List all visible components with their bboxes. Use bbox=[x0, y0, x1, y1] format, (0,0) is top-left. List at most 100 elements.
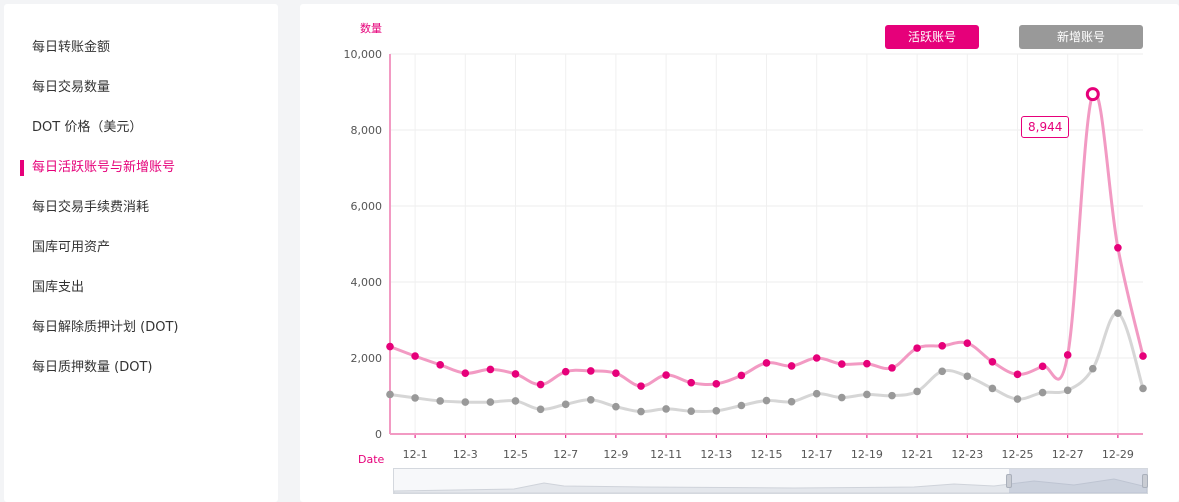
sidebar-item-label: DOT 价格（美元） bbox=[32, 120, 143, 135]
sidebar-item[interactable]: 国库可用资产 bbox=[4, 228, 278, 268]
x-tick-label: 12-1 bbox=[403, 448, 428, 461]
x-tick-label: 12-3 bbox=[453, 448, 478, 461]
data-point bbox=[913, 387, 921, 396]
data-point bbox=[561, 367, 570, 376]
data-point bbox=[1114, 309, 1122, 317]
sidebar-item-label: 每日质押数量 (DOT) bbox=[32, 360, 153, 375]
data-point bbox=[436, 397, 444, 405]
data-point bbox=[812, 354, 821, 362]
data-point bbox=[863, 359, 871, 368]
x-tick-label: 12-21 bbox=[901, 448, 933, 461]
y-tick-label: 0 bbox=[375, 428, 382, 441]
data-point bbox=[712, 407, 721, 415]
data-point bbox=[787, 362, 796, 370]
slider-handle-right[interactable] bbox=[1142, 474, 1148, 488]
x-tick-label: 12-17 bbox=[801, 448, 833, 461]
data-point bbox=[787, 397, 796, 406]
data-point bbox=[461, 398, 470, 406]
data-point bbox=[687, 407, 695, 416]
data-point bbox=[888, 391, 896, 400]
data-point bbox=[511, 370, 520, 378]
data-point bbox=[486, 398, 495, 406]
x-tick-label: 12-11 bbox=[650, 448, 682, 461]
x-tick-label: 12-23 bbox=[951, 448, 983, 461]
data-point bbox=[938, 367, 946, 376]
legend-active-accounts-button[interactable]: 活跃账号 bbox=[885, 25, 979, 49]
data-point bbox=[587, 367, 595, 375]
slider-handle-left[interactable] bbox=[1006, 474, 1012, 488]
sidebar-item[interactable]: 每日交易手续费消耗 bbox=[4, 188, 278, 228]
active-indicator bbox=[20, 160, 24, 176]
data-point bbox=[838, 360, 846, 368]
x-tick-label: 12-13 bbox=[700, 448, 732, 461]
data-point bbox=[386, 390, 394, 399]
sidebar-item-label: 每日转账金额 bbox=[32, 40, 111, 55]
data-point bbox=[662, 371, 670, 379]
legend-new-accounts-button[interactable]: 新增账号 bbox=[1019, 25, 1143, 49]
data-point bbox=[1139, 352, 1147, 360]
x-axis-unit: Date bbox=[358, 453, 385, 466]
data-point bbox=[1089, 364, 1097, 373]
data-point bbox=[762, 396, 771, 405]
data-point bbox=[1139, 384, 1147, 393]
data-point bbox=[612, 369, 620, 378]
data-point bbox=[461, 369, 470, 378]
sidebar-item[interactable]: 每日解除质押计划 (DOT) bbox=[4, 308, 278, 348]
data-point bbox=[486, 365, 495, 374]
sidebar-item[interactable]: 每日交易数量 bbox=[4, 68, 278, 108]
data-point bbox=[812, 389, 821, 398]
x-tick-label: 12-7 bbox=[553, 448, 578, 461]
data-point bbox=[863, 390, 871, 399]
sidebar-item[interactable]: DOT 价格（美元） bbox=[4, 108, 278, 148]
data-point bbox=[536, 405, 545, 414]
data-point bbox=[1063, 351, 1072, 359]
x-tick-label: 12-5 bbox=[503, 448, 528, 461]
sidebar-item-label: 每日交易手续费消耗 bbox=[32, 200, 150, 215]
data-point bbox=[587, 396, 595, 404]
date-range-slider[interactable] bbox=[393, 468, 1148, 494]
data-point bbox=[1038, 388, 1047, 397]
data-point bbox=[1114, 244, 1122, 252]
data-point bbox=[612, 402, 620, 411]
data-point bbox=[888, 364, 896, 372]
data-point bbox=[386, 342, 394, 351]
data-point bbox=[712, 380, 721, 388]
data-point bbox=[913, 344, 921, 352]
y-tick-label: 6,000 bbox=[351, 200, 383, 213]
x-tick-label: 12-27 bbox=[1052, 448, 1084, 461]
data-point bbox=[662, 405, 670, 413]
data-point bbox=[737, 401, 746, 410]
data-point bbox=[411, 394, 419, 402]
data-point bbox=[963, 339, 972, 347]
data-point bbox=[561, 400, 570, 409]
data-point bbox=[436, 361, 444, 369]
sidebar-item[interactable]: 每日活跃账号与新增账号 bbox=[4, 148, 278, 188]
data-point bbox=[1038, 362, 1047, 371]
slider-preview bbox=[394, 478, 1147, 493]
slider-selection[interactable] bbox=[1009, 469, 1147, 493]
sidebar-item[interactable]: 每日转账金额 bbox=[4, 28, 278, 68]
data-point bbox=[1063, 386, 1072, 395]
data-point bbox=[1013, 370, 1022, 379]
sidebar-item-label: 每日解除质押计划 (DOT) bbox=[32, 320, 179, 335]
highlight-point bbox=[1085, 87, 1100, 102]
data-point bbox=[988, 384, 997, 393]
x-tick-label: 12-9 bbox=[603, 448, 628, 461]
data-point bbox=[411, 352, 419, 360]
data-point bbox=[511, 397, 520, 405]
sidebar: 每日转账金额 每日交易数量 DOT 价格（美元） 每日活跃账号与新增账号每日交易手续费… bbox=[4, 4, 278, 502]
data-point bbox=[1013, 395, 1022, 403]
line-chart: 0 2,000 4,000 6,000 8,000 10,000 12-1 12-3 12-5 1… bbox=[344, 22, 1147, 466]
y-tick-label: 2,000 bbox=[351, 352, 383, 365]
sidebar-item-label: 每日交易数量 bbox=[32, 80, 111, 95]
chart-panel: 0 2,000 4,000 6,000 8,000 10,000 12-1 12-3 12-5 1… bbox=[300, 4, 1179, 502]
data-point bbox=[838, 393, 846, 402]
sidebar-item[interactable]: 国库支出 bbox=[4, 268, 278, 308]
data-point bbox=[988, 358, 997, 366]
data-point bbox=[963, 372, 972, 381]
data-point bbox=[938, 342, 946, 350]
sidebar-item[interactable]: 每日质押数量 (DOT) bbox=[4, 348, 278, 388]
data-point bbox=[687, 378, 695, 387]
chart-tooltip: 8,944 bbox=[1021, 116, 1070, 138]
x-tick-label: 12-29 bbox=[1102, 448, 1134, 461]
